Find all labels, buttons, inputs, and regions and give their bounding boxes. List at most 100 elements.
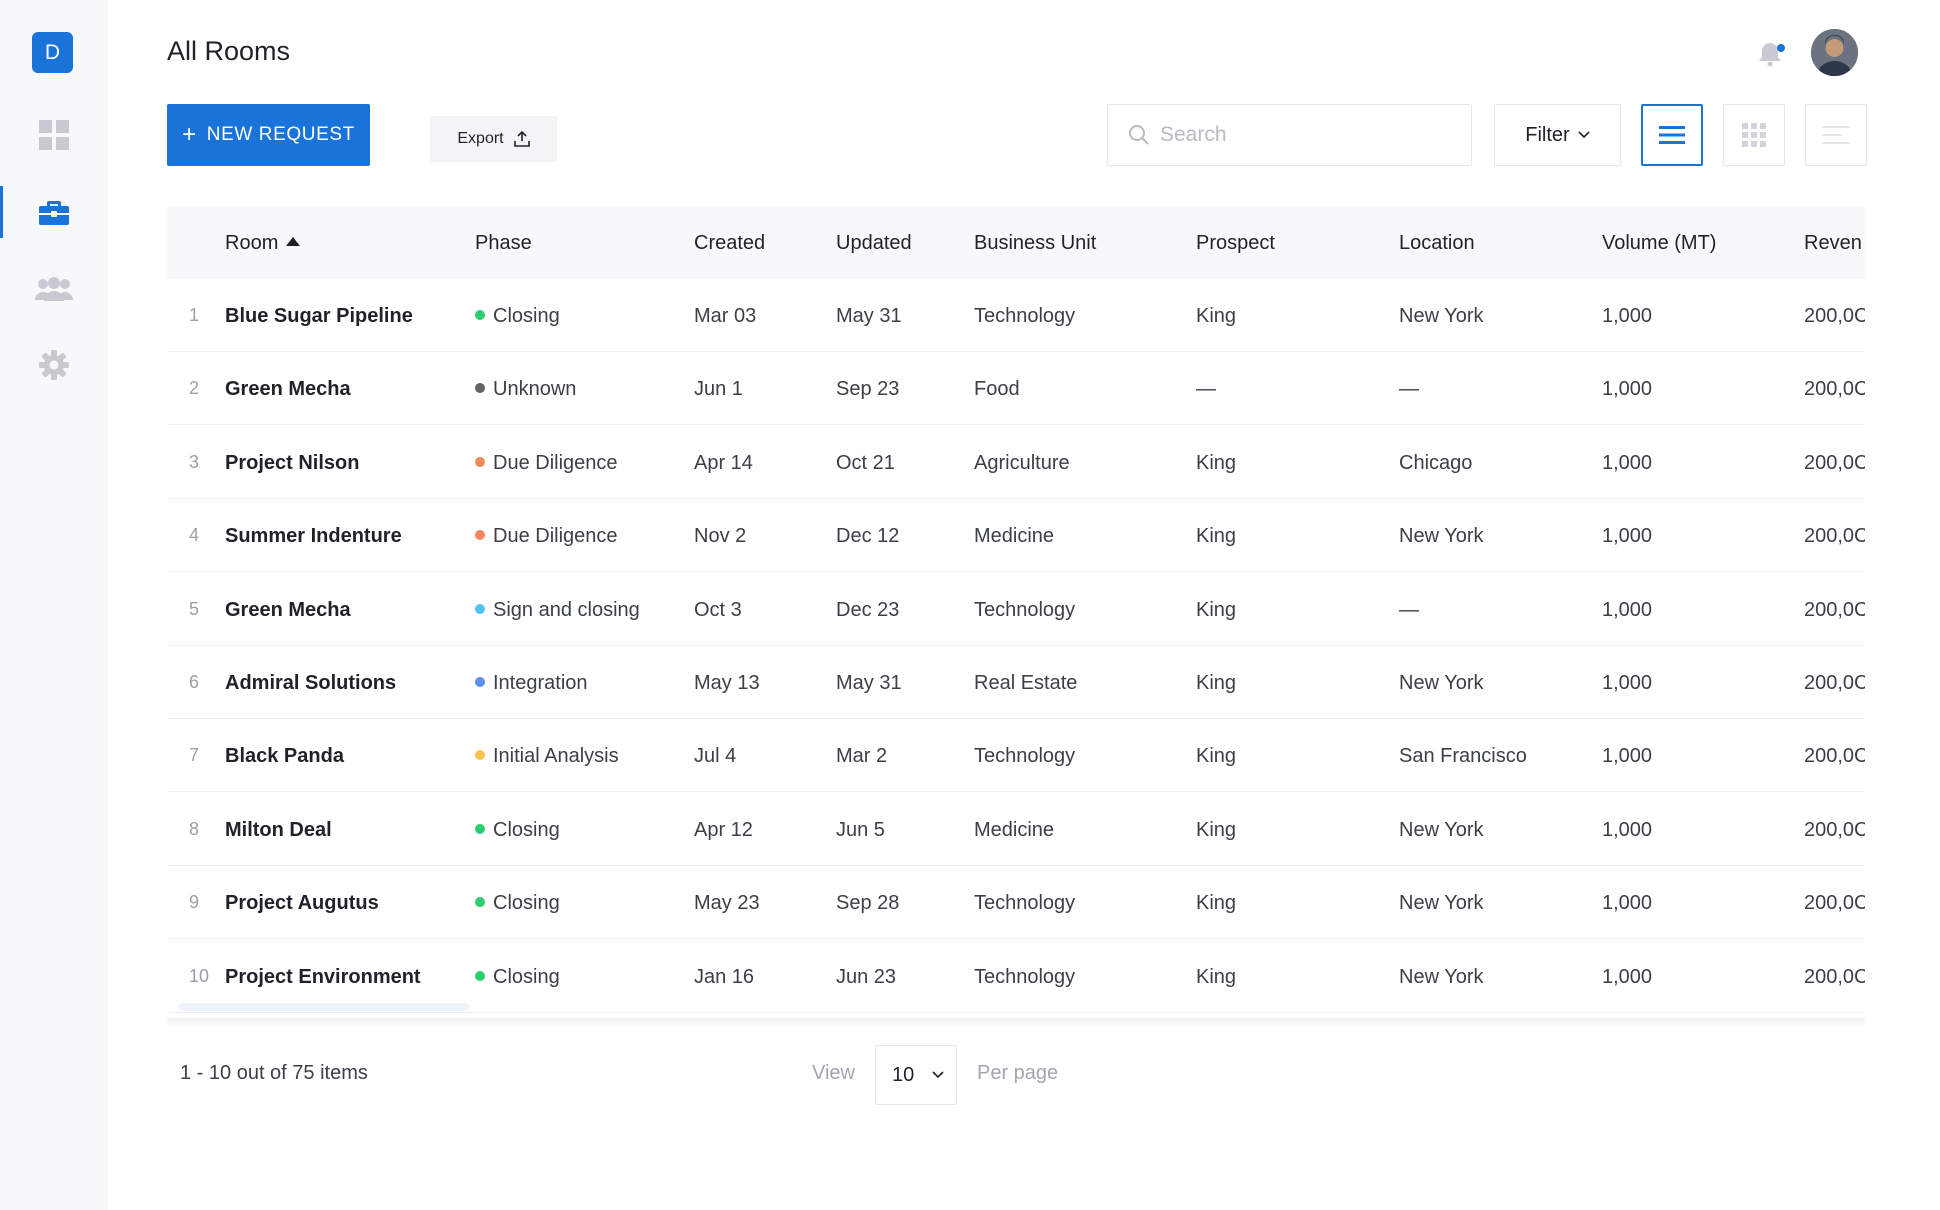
filter-button[interactable]: Filter [1494, 104, 1621, 166]
cell-updated: Sep 23 [836, 378, 900, 401]
cell-room-name[interactable]: Project Nilson [225, 451, 360, 474]
row-index: 6 [189, 672, 200, 692]
table-row[interactable]: 10 Project Environment Closing Jan 16 Jun 23… [167, 940, 1865, 1013]
cell-revenue: 200,0C [1804, 745, 1865, 768]
phase-label: Due Diligence [493, 525, 618, 548]
row-index: 10 [189, 965, 210, 986]
horizontal-scrollbar[interactable] [179, 1003, 469, 1011]
phase-label: Closing [493, 305, 560, 327]
bell-icon [1759, 43, 1781, 67]
column-header-business-unit[interactable]: Business Unit [974, 232, 1097, 254]
plus-icon: + [182, 121, 197, 148]
cell-volume: 1,000 [1602, 378, 1653, 401]
table-row[interactable]: 6 Admiral Solutions Integration May 13 May 3… [167, 646, 1865, 719]
table-row[interactable]: 2 Green Mecha Unknown Jun 1 Sep 23 Food — — 1,00… [167, 352, 1865, 426]
grid-view-button[interactable] [1723, 104, 1785, 166]
cell-created: Oct 3 [694, 598, 742, 621]
sidebar-item-dashboard[interactable] [0, 109, 108, 161]
column-header-location[interactable]: Location [1399, 232, 1475, 254]
cell-room-name[interactable]: Project Environment [225, 965, 421, 988]
cell-location: San Francisco [1399, 745, 1527, 768]
column-header-phase[interactable]: Phase [475, 232, 532, 254]
cell-room-name[interactable]: Black Panda [225, 745, 344, 768]
cell-updated: May 31 [836, 305, 902, 327]
phase-status-dot [475, 310, 485, 320]
cell-room-name[interactable]: Admiral Solutions [225, 672, 397, 694]
per-page-label: Per page [977, 1062, 1059, 1084]
gear-icon [39, 350, 69, 380]
new-request-button[interactable]: + NEW REQUEST [167, 104, 370, 166]
briefcase-icon [39, 201, 69, 225]
column-header-room[interactable]: Room [225, 232, 301, 255]
phase-label: Integration [493, 672, 588, 694]
cell-location: New York [1399, 818, 1484, 841]
cell-business-unit: Agriculture [974, 451, 1070, 474]
sidebar-item-rooms[interactable] [0, 186, 108, 238]
table-row[interactable]: 7 Black Panda Initial Analysis Jul 4 Mar 2 Te… [167, 719, 1865, 793]
table-row[interactable]: 4 Summer Indenture Due Diligence Nov 2 Dec 1… [167, 499, 1865, 573]
table-row[interactable]: 9 Project Augutus Closing May 23 Sep 28 Techn… [167, 866, 1865, 940]
sidebar-item-settings[interactable] [0, 339, 108, 391]
column-header-revenue[interactable]: Reven [1804, 232, 1862, 254]
cell-revenue: 200,0C [1804, 965, 1865, 988]
row-index: 1 [189, 305, 200, 325]
table-row[interactable]: 5 Green Mecha Sign and closing Oct 3 Dec 23 T… [167, 573, 1865, 646]
cell-phase: Closing [475, 892, 560, 915]
cell-room-name[interactable]: Milton Deal [225, 818, 332, 841]
cell-room-name[interactable]: Summer Indenture [225, 525, 402, 548]
column-header-room-label: Room [225, 232, 279, 254]
cell-created: May 13 [694, 672, 760, 694]
column-header-volume[interactable]: Volume (MT) [1602, 232, 1717, 254]
search-box[interactable] [1107, 104, 1472, 166]
chevron-down-icon [1578, 131, 1590, 139]
per-page-value: 10 [892, 1063, 915, 1086]
cell-updated: Jun 23 [836, 965, 897, 988]
phase-label: Closing [493, 892, 560, 915]
cell-volume: 1,000 [1602, 892, 1653, 915]
cell-location: New York [1399, 965, 1484, 988]
new-request-label: NEW REQUEST [206, 124, 355, 145]
cell-room-name[interactable]: Green Mecha [225, 598, 351, 621]
phase-status-dot [475, 823, 485, 834]
cell-location: — [1399, 378, 1419, 401]
app-logo[interactable]: D [32, 32, 73, 73]
page-title: All Rooms [167, 36, 291, 66]
cell-prospect: — [1196, 378, 1216, 401]
cell-updated: Dec 12 [836, 525, 900, 548]
cell-created: Apr 12 [694, 818, 753, 841]
cell-business-unit: Technology [974, 598, 1076, 621]
column-header-updated[interactable]: Updated [836, 232, 912, 254]
sort-ascending-icon[interactable] [286, 237, 301, 246]
cell-room-name[interactable]: Blue Sugar Pipeline [225, 305, 413, 327]
list-view-icon [1659, 126, 1685, 144]
cell-business-unit: Real Estate [974, 672, 1078, 694]
table-row[interactable]: 1 Blue Sugar Pipeline Closing Mar 03 May 31 T… [167, 279, 1865, 352]
table-row[interactable]: 8 Milton Deal Closing Apr 12 Jun 5 Medicine Ki… [167, 793, 1865, 866]
user-avatar-image [1811, 29, 1858, 76]
search-input[interactable] [1160, 123, 1450, 147]
cell-updated: Mar 2 [836, 745, 888, 768]
table-row[interactable]: 3 Project Nilson Due Diligence Apr 14 Oct 21… [167, 426, 1865, 499]
compact-view-button[interactable] [1805, 104, 1867, 166]
row-index: 9 [189, 892, 200, 913]
cell-revenue: 200,0C [1804, 598, 1865, 621]
cell-volume: 1,000 [1602, 672, 1653, 694]
cell-phase: Sign and closing [475, 599, 640, 622]
cell-room-name[interactable]: Project Augutus [225, 892, 379, 915]
column-header-created[interactable]: Created [694, 232, 766, 254]
cell-updated: Jun 5 [836, 818, 885, 841]
column-header-prospect[interactable]: Prospect [1196, 232, 1275, 254]
cell-room-name[interactable]: Green Mecha [225, 378, 351, 401]
avatar[interactable] [1811, 29, 1858, 76]
export-label: Export [457, 130, 504, 147]
export-button[interactable]: Export [430, 116, 557, 162]
per-page-select[interactable]: 10 [875, 1045, 957, 1105]
cell-phase: Closing [475, 819, 560, 842]
cell-revenue: 200,0C [1804, 525, 1865, 548]
cell-volume: 1,000 [1602, 965, 1653, 988]
cell-prospect: King [1196, 451, 1237, 474]
sidebar-item-users[interactable] [0, 263, 108, 315]
list-view-button[interactable] [1641, 104, 1703, 166]
notifications-button[interactable] [1756, 40, 1784, 68]
row-index: 7 [189, 745, 200, 766]
